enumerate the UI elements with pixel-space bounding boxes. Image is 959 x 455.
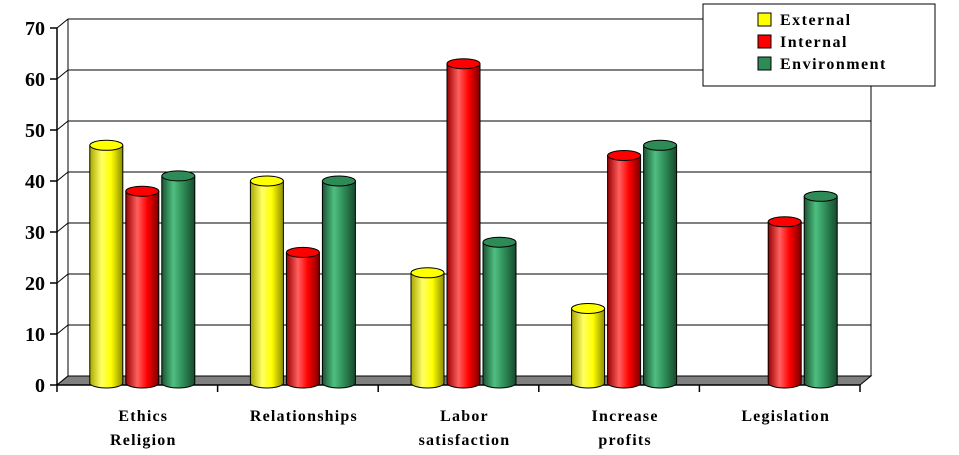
y-tick-label: 10 [25, 324, 45, 346]
bar-environment [161, 170, 196, 389]
x-axis-labels: Ethics Religion Relationships Labor satisfac… [110, 408, 830, 449]
side-gridline [56, 69, 69, 80]
x-tick-label: Increase profits [592, 408, 659, 449]
x-tick-label: Labor satisfaction [419, 408, 511, 449]
bar-internal [446, 58, 481, 389]
x-tick-label: Legislation [741, 408, 830, 425]
bar-external [410, 267, 445, 389]
legend-box [702, 3, 936, 87]
y-tick-label: 0 [35, 375, 45, 397]
legend-swatch [757, 56, 772, 71]
bar-environment [803, 190, 838, 389]
x-tick-label: Ethics Religion [110, 408, 177, 449]
bar-environment [643, 139, 678, 389]
legend-swatch [757, 12, 772, 27]
legend: External Internal Environment [702, 3, 936, 87]
chart-bars [89, 58, 838, 389]
y-axis-ticks: 0 10 20 30 40 50 60 70 [25, 18, 57, 397]
legend-label: External [780, 12, 852, 29]
bar-internal [125, 185, 160, 389]
side-gridline [56, 171, 69, 182]
y-tick-label: 60 [25, 69, 45, 91]
y-tick-label: 20 [25, 273, 45, 295]
bar-external [89, 139, 124, 389]
bar-environment [482, 236, 517, 389]
x-tick-label: Relationships [250, 408, 358, 425]
bar-external [249, 175, 284, 389]
legend-label: Internal [780, 34, 848, 51]
bar-internal [607, 150, 642, 389]
y-tick-label: 40 [25, 171, 45, 193]
bar-environment [321, 175, 356, 389]
legend-label: Environment [780, 56, 887, 73]
side-gridline [56, 324, 69, 335]
bar-internal [285, 246, 320, 389]
bar-internal [767, 216, 802, 389]
bar-external [571, 303, 606, 389]
legend-swatch [757, 34, 772, 49]
side-gridline [56, 18, 69, 29]
y-tick-label: 50 [25, 120, 45, 142]
side-gridline [56, 222, 69, 233]
y-tick-label: 30 [25, 222, 45, 244]
y-tick-label: 70 [25, 18, 45, 40]
side-gridline [56, 120, 69, 131]
side-gridline [56, 273, 69, 284]
